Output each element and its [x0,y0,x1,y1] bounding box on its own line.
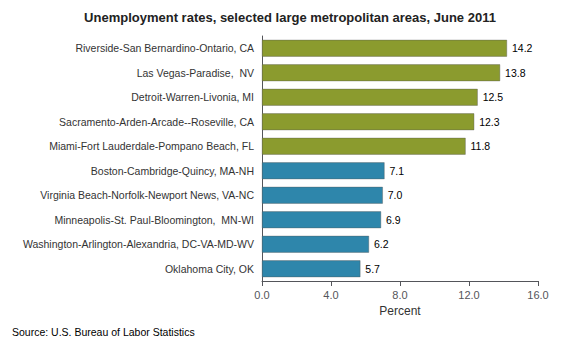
svg-text:Unemployment rates, selected l: Unemployment rates, selected large metro… [84,10,496,25]
svg-text:13.8: 13.8 [505,67,526,79]
svg-text:7.1: 7.1 [389,165,404,177]
svg-text:Washington-Arlington-Alexandri: Washington-Arlington-Alexandria, DC-VA-M… [23,238,254,250]
svg-text:Virginia Beach-Norfolk-Newport: Virginia Beach-Norfolk-Newport News, VA-… [40,189,254,201]
svg-text:6.2: 6.2 [374,238,389,250]
svg-text:7.0: 7.0 [388,189,403,201]
svg-text:5.7: 5.7 [365,263,380,275]
svg-text:4.0: 4.0 [323,289,338,301]
svg-text:Sacramento-Arden-Arcade--Rosev: Sacramento-Arden-Arcade--Roseville, CA [59,116,254,128]
svg-text:8.0: 8.0 [392,289,407,301]
svg-text:Riverside-San Bernardino-Ontar: Riverside-San Bernardino-Ontario, CA [75,42,254,54]
svg-text:6.9: 6.9 [386,214,401,226]
svg-text:12.0: 12.0 [458,289,479,301]
svg-text:0.0: 0.0 [254,289,269,301]
svg-text:16.0: 16.0 [527,289,548,301]
svg-text:12.3: 12.3 [479,116,500,128]
svg-text:11.8: 11.8 [471,140,491,152]
svg-text:Detroit-Warren-Livonia, MI: Detroit-Warren-Livonia, MI [131,91,254,103]
svg-text:Oklahoma City, OK: Oklahoma City, OK [165,263,254,275]
svg-text:Las Vegas-Paradise, NV: Las Vegas-Paradise, NV [137,67,254,79]
svg-text:Source: U.S. Bureau of Labor S: Source: U.S. Bureau of Labor Statistics [12,326,195,338]
svg-text:Boston-Cambridge-Quincy, MA-NH: Boston-Cambridge-Quincy, MA-NH [91,165,254,177]
svg-text:14.2: 14.2 [512,42,533,54]
svg-text:Minneapolis-St. Paul-Bloomingt: Minneapolis-St. Paul-Bloomington, MN-WI [54,214,254,226]
svg-text:Miami-Fort Lauderdale-Pompano: Miami-Fort Lauderdale-Pompano Beach, FL [49,140,254,152]
svg-text:12.5: 12.5 [483,91,504,103]
svg-text:Percent: Percent [379,304,421,318]
